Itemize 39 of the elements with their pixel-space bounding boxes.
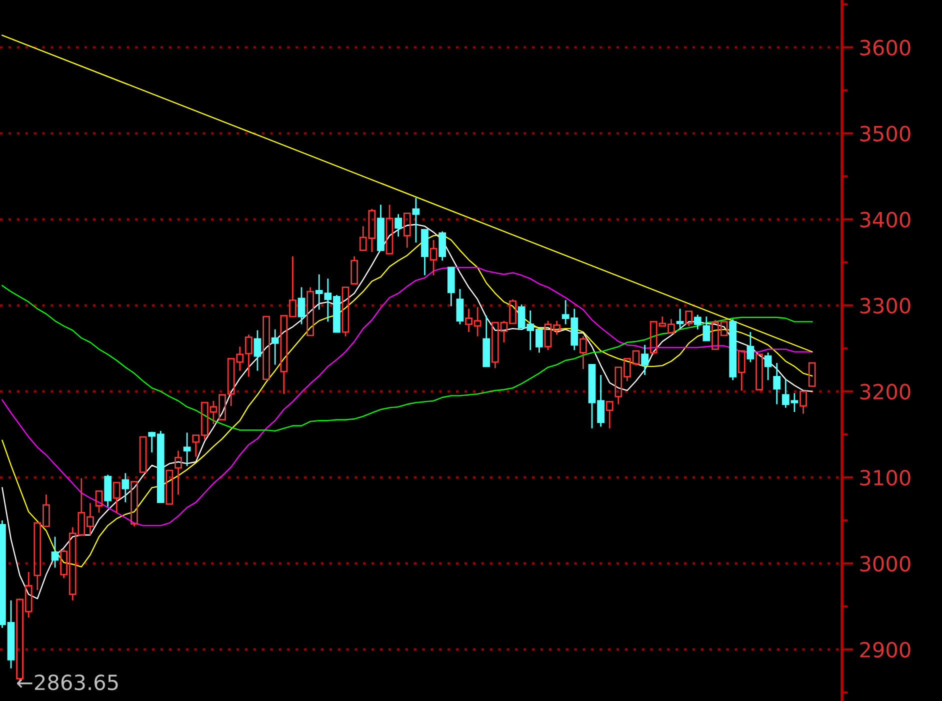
candlestick <box>430 239 438 276</box>
y-tick-label: 2900 <box>860 642 910 658</box>
candlestick <box>254 330 262 372</box>
candlestick <box>580 336 587 370</box>
candlestick <box>183 432 191 467</box>
candlestick <box>394 213 402 238</box>
y-tick-label: 3500 <box>860 126 910 142</box>
candlestick <box>377 204 384 251</box>
candlestick <box>386 204 394 254</box>
candlestick <box>764 352 772 381</box>
candlestick <box>676 308 684 328</box>
candlestick <box>606 400 614 430</box>
line-series <box>2 284 813 432</box>
candlestick <box>421 228 428 276</box>
candlestick <box>746 331 754 363</box>
candlestick <box>298 286 306 325</box>
candlestick <box>447 266 455 307</box>
candlestick <box>456 288 464 325</box>
candlestick <box>403 212 411 248</box>
candlestick <box>412 197 420 244</box>
y-tick-label: 3200 <box>860 384 910 400</box>
annotation: ←2863.65 <box>17 674 118 690</box>
y-tick-label: 3600 <box>860 40 910 56</box>
candlestick <box>738 350 746 392</box>
candlestick <box>800 390 807 414</box>
candlestick <box>174 450 182 496</box>
y-tick-label: 3300 <box>860 298 910 314</box>
y-tick-label: 3000 <box>860 556 910 572</box>
y-tick-label: 3400 <box>860 212 910 228</box>
candlestick <box>51 536 59 568</box>
candlestick <box>773 362 781 405</box>
candlestick <box>112 482 120 514</box>
line-series <box>2 266 813 526</box>
candlestick <box>482 314 490 368</box>
candlestick <box>271 328 279 366</box>
candlestick <box>122 472 130 504</box>
candlestick <box>702 316 710 342</box>
candlestick <box>641 344 648 376</box>
y-tick-label: 3100 <box>860 470 910 486</box>
